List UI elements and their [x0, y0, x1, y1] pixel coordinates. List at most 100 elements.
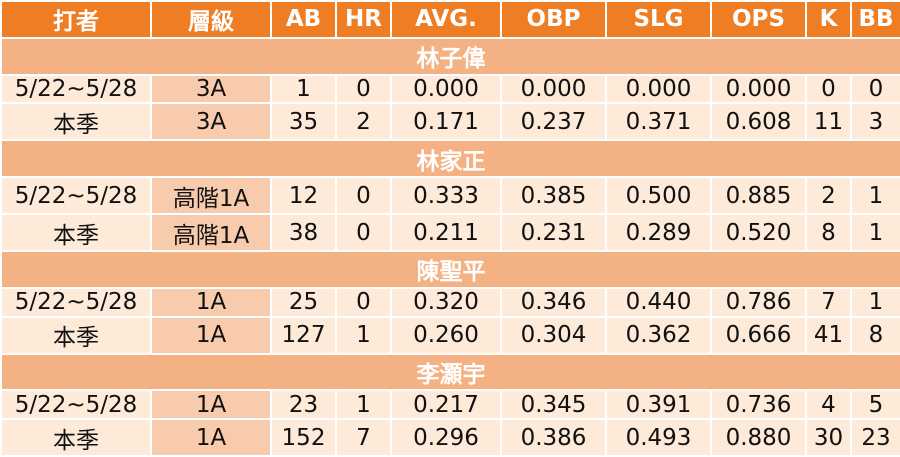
data-cell: 高階1A: [150, 213, 272, 253]
data-row: 本季 1A 127 1 0.260 0.304 0.362 0.666 41 8: [0, 315, 900, 355]
data-cell: 5/22~5/28: [0, 389, 152, 421]
data-cell: 25: [270, 286, 337, 318]
data-row: 5/22~5/28 1A 23 1 0.217 0.345 0.391 0.736 4 5: [0, 389, 900, 421]
player-row: 林子偉: [0, 36, 900, 76]
data-cell: 23: [270, 389, 337, 421]
data-cell: 0.371: [605, 102, 712, 142]
player-row: 李灝宇: [0, 352, 900, 392]
data-cell: 5/22~5/28: [0, 73, 152, 105]
data-cell: 0.666: [710, 315, 807, 355]
header-cell: AB: [270, 0, 337, 39]
data-cell: 1: [335, 389, 392, 421]
player-row: 林家正: [0, 139, 900, 179]
header-cell: 打者: [0, 0, 152, 39]
data-cell: 8: [805, 213, 852, 253]
data-cell: 1A: [150, 418, 272, 457]
data-cell: 1A: [150, 389, 272, 421]
data-row: 本季 3A 35 2 0.171 0.237 0.371 0.608 11 3: [0, 102, 900, 142]
data-cell: 1: [850, 213, 900, 253]
data-cell: 0.440: [605, 286, 712, 318]
data-cell: 5: [850, 389, 900, 421]
data-cell: 3: [850, 102, 900, 142]
data-cell: 0.880: [710, 418, 807, 457]
data-cell: 11: [805, 102, 852, 142]
data-cell: 本季: [0, 102, 152, 142]
data-cell: 8: [850, 315, 900, 355]
data-cell: 1: [335, 315, 392, 355]
data-cell: 3A: [150, 73, 272, 105]
header-cell: OBP: [500, 0, 607, 39]
data-cell: 0.304: [500, 315, 607, 355]
data-row: 5/22~5/28 高階1A 12 0 0.333 0.385 0.500 0.885 2 1: [0, 176, 900, 216]
data-cell: 0.320: [390, 286, 502, 318]
data-cell: 0.217: [390, 389, 502, 421]
data-cell: 0.885: [710, 176, 807, 216]
data-cell: 30: [805, 418, 852, 457]
data-cell: 5/22~5/28: [0, 176, 152, 216]
data-cell: 1A: [150, 286, 272, 318]
data-cell: 0.520: [710, 213, 807, 253]
data-cell: 0.362: [605, 315, 712, 355]
header-cell: OPS: [710, 0, 807, 39]
data-cell: 0.385: [500, 176, 607, 216]
data-cell: 0.345: [500, 389, 607, 421]
data-cell: 0.500: [605, 176, 712, 216]
data-cell: 1: [850, 286, 900, 318]
data-cell: 1: [850, 176, 900, 216]
data-row: 本季 高階1A 38 0 0.211 0.231 0.289 0.520 8 1: [0, 213, 900, 253]
data-cell: 35: [270, 102, 337, 142]
data-cell: 0.608: [710, 102, 807, 142]
data-cell: 0.296: [390, 418, 502, 457]
data-cell: 127: [270, 315, 337, 355]
data-cell: 0.237: [500, 102, 607, 142]
data-cell: 7: [805, 286, 852, 318]
data-cell: 23: [850, 418, 900, 457]
data-row: 5/22~5/28 1A 25 0 0.320 0.346 0.440 0.786 7 1: [0, 286, 900, 318]
player-name: 李灝宇: [0, 352, 900, 392]
header-cell: BB: [850, 0, 900, 39]
data-cell: 0.171: [390, 102, 502, 142]
data-cell: 5/22~5/28: [0, 286, 152, 318]
data-cell: 0.391: [605, 389, 712, 421]
data-cell: 0: [850, 73, 900, 105]
data-cell: 0.000: [710, 73, 807, 105]
data-row: 5/22~5/28 3A 1 0 0.000 0.000 0.000 0.000 0 0: [0, 73, 900, 105]
data-cell: 0.211: [390, 213, 502, 253]
data-cell: 1: [270, 73, 337, 105]
data-cell: 4: [805, 389, 852, 421]
data-cell: 152: [270, 418, 337, 457]
data-cell: 1A: [150, 315, 272, 355]
data-cell: 0.000: [500, 73, 607, 105]
data-cell: 0: [335, 213, 392, 253]
data-cell: 0.736: [710, 389, 807, 421]
data-cell: 41: [805, 315, 852, 355]
data-cell: 2: [335, 102, 392, 142]
data-cell: 本季: [0, 315, 152, 355]
data-cell: 7: [335, 418, 392, 457]
data-cell: 0.000: [605, 73, 712, 105]
player-name: 陳聖平: [0, 250, 900, 289]
player-name: 林家正: [0, 139, 900, 179]
header-cell: K: [805, 0, 852, 39]
player-name: 林子偉: [0, 36, 900, 76]
header-cell: HR: [335, 0, 392, 39]
data-cell: 0.346: [500, 286, 607, 318]
header-cell: SLG: [605, 0, 712, 39]
data-cell: 0.333: [390, 176, 502, 216]
data-cell: 0.231: [500, 213, 607, 253]
header-row: 打者 層級 AB HR AVG. OBP SLG OPS K BB: [0, 0, 900, 39]
data-row: 本季 1A 152 7 0.296 0.386 0.493 0.880 30 23: [0, 418, 900, 457]
data-cell: 12: [270, 176, 337, 216]
data-cell: 0.786: [710, 286, 807, 318]
data-cell: 3A: [150, 102, 272, 142]
data-cell: 高階1A: [150, 176, 272, 216]
data-cell: 0: [335, 73, 392, 105]
data-cell: 0.000: [390, 73, 502, 105]
data-cell: 本季: [0, 213, 152, 253]
player-row: 陳聖平: [0, 250, 900, 289]
data-cell: 0.289: [605, 213, 712, 253]
data-cell: 38: [270, 213, 337, 253]
data-cell: 0: [805, 73, 852, 105]
